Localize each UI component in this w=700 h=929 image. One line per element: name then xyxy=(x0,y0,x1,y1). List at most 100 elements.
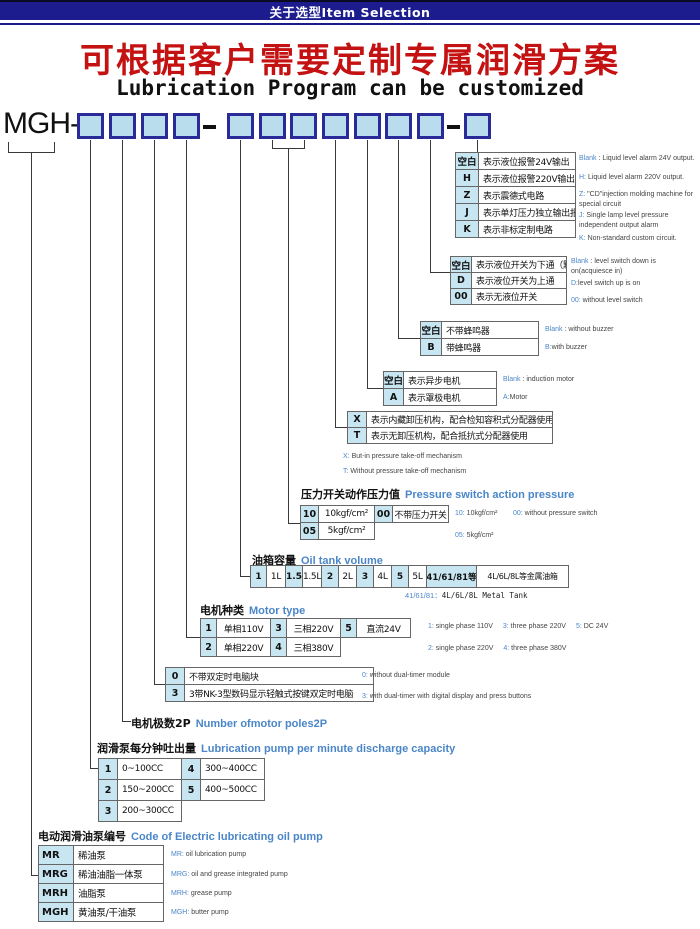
connector-line xyxy=(335,427,348,428)
desc-cell: 三相380V xyxy=(286,637,341,657)
connector-line xyxy=(154,684,166,685)
model-code-box xyxy=(173,113,200,139)
connector-line xyxy=(31,875,39,876)
desc-cell: 表示震德式电路 xyxy=(478,186,576,204)
code-cell: H xyxy=(455,169,479,187)
connector-line xyxy=(367,388,384,389)
code-cell: 1 xyxy=(98,758,118,780)
code-cell: 41/61/81等 xyxy=(426,565,477,588)
desc-cell: 稀油油脂一体泵 xyxy=(73,864,164,884)
desc-cell: 3带NK-3型数码显示轻触式按键双定时电脑 xyxy=(184,684,374,702)
connector-line xyxy=(90,140,91,769)
page-title: 可根据客户需要定制专属润滑方案 xyxy=(80,41,620,81)
code-cell: 10 xyxy=(300,505,319,523)
alarm-note: Blank : Liquid level alarm 24V output. xyxy=(579,155,695,162)
code-cell: T xyxy=(347,427,367,444)
code-cell: MRG xyxy=(38,864,74,884)
desc-cell: 单相110V xyxy=(216,618,271,638)
level-switch-note: Blank : level switch down is on(acquiesc… xyxy=(571,258,656,276)
pump-section-title: 电动润滑油泵编号 Code of Electric lubricating oil… xyxy=(38,828,323,844)
mgh-bracket xyxy=(8,152,55,153)
motor-type-title-en: Motor type xyxy=(249,605,306,617)
timer-table: 0 不带双定时电脑块 3 3带NK-3型数码显示轻触式按键双定时电脑 xyxy=(165,667,374,702)
code-cell: 1 xyxy=(250,565,267,588)
alarm-note: H: Liquid level alarm 220V output. xyxy=(579,174,685,181)
discharge-title-zh: 润滑泵每分钟吐出量 xyxy=(97,742,196,755)
code-cell: 2 xyxy=(200,637,217,657)
code-cell: 5 xyxy=(340,618,357,638)
connector-line xyxy=(335,140,336,428)
connector-line xyxy=(477,140,478,153)
code-cell: 00 xyxy=(374,505,393,523)
code-cell: 5 xyxy=(391,565,409,588)
timer-note: 3: with dual-timer with digital display … xyxy=(362,693,532,700)
motor-type-note: 2: single phase 220V 4: three phase 380V xyxy=(428,645,567,652)
code-cell: X xyxy=(347,411,367,428)
connector-line xyxy=(240,140,241,577)
model-code-box xyxy=(417,113,444,139)
model-prefix: MGH- xyxy=(3,107,80,140)
pressure-table: 10 10kgf/cm² 00 不带压力开关 05 5kgf/cm² xyxy=(300,505,449,540)
desc-cell: 表示非标定制电路 xyxy=(478,220,576,238)
connector-line xyxy=(90,768,99,769)
code-cell: 00 xyxy=(450,288,472,305)
connector-line xyxy=(154,140,155,685)
connector-line xyxy=(430,140,431,273)
relief-table: X 表示内藏卸压机构，配合检知容积式分配器使用 T 表示无卸压机构，配合抵抗式分配器… xyxy=(347,411,553,444)
code-cell: 空白 xyxy=(383,371,404,389)
tank-title-en: Oil tank volume xyxy=(301,555,383,567)
desc-cell: 150~200CC xyxy=(117,779,182,801)
motor-type-table: 1 单相110V 3 三相220V 5 直流24V 2 单相220V 4 三相3… xyxy=(200,618,411,657)
mgh-bracket xyxy=(8,142,9,153)
alarm-note: Z: "CD"injection molding machine for spe… xyxy=(579,191,693,209)
relief-note: X: But-in pressure take-off mechanism xyxy=(343,453,462,460)
connector-line xyxy=(430,272,451,273)
top-border xyxy=(0,0,700,2)
pump-title-en: Code of Electric lubricating oil pump xyxy=(131,831,323,843)
connector-line xyxy=(398,338,421,339)
pressure-title-zh: 压力开关动作压力值 xyxy=(301,488,400,501)
desc-cell: 1.5L xyxy=(302,565,322,588)
desc-cell: 表示罩极电机 xyxy=(403,388,497,406)
pump-code-table: MR 稀油泵 MRG 稀油油脂一体泵 MRH 油脂泵 MGH 黄油泵/干油泵 xyxy=(38,845,164,922)
discharge-section-title: 润滑泵每分钟吐出量 Lubrication pump per minute dis… xyxy=(97,740,455,756)
discharge-title-en: Lubrication pump per minute discharge ca… xyxy=(201,743,456,755)
timer-note: 0: without dual-timer module xyxy=(362,672,450,679)
desc-cell: 表示单灯压力独立输出报警 xyxy=(478,203,576,221)
motor-kind-table: 空白 表示异步电机 A 表示罩极电机 xyxy=(383,371,497,406)
desc-cell: 稀油泵 xyxy=(73,845,164,865)
connector-line xyxy=(367,140,368,389)
desc-cell: 表示液位开关为上通 xyxy=(471,272,567,289)
code-cell: 空白 xyxy=(420,321,442,339)
model-code-box xyxy=(141,113,168,139)
connector-line xyxy=(122,140,123,722)
desc-cell: 表示液位报警24V输出 xyxy=(478,152,576,170)
model-code-box xyxy=(290,113,317,139)
desc-cell: 不带蜂鸣器 xyxy=(441,321,539,339)
header-underline xyxy=(0,23,700,25)
connector-line xyxy=(186,140,187,638)
poles-label: 电机极数2P Number ofmotor poles2P xyxy=(131,715,327,731)
tank-table: 1 1L 1.5 1.5L 2 2L 3 4L 5 5L 41/61/81等 4… xyxy=(250,565,569,588)
desc-cell: 4L xyxy=(373,565,392,588)
desc-cell: 单相220V xyxy=(216,637,271,657)
code-cell: D xyxy=(450,272,472,289)
code-cell: MRH xyxy=(38,883,74,903)
connector-line xyxy=(288,523,301,524)
pump-note: MRG: oil and grease integrated pump xyxy=(171,871,288,878)
poles-label-zh: 电机极数2P xyxy=(131,717,191,730)
buzzer-note: Blank : without buzzer xyxy=(545,326,614,333)
model-code-box xyxy=(109,113,136,139)
motor-type-section-title: 电机种类 Motor type xyxy=(200,602,305,618)
model-code-box xyxy=(227,113,254,139)
model-code-box xyxy=(77,113,104,139)
desc-cell: 黄油泵/干油泵 xyxy=(73,902,164,922)
desc-cell: 表示内藏卸压机构，配合检知容积式分配器使用 xyxy=(366,411,553,428)
desc-cell: 1L xyxy=(266,565,286,588)
desc-cell: 2L xyxy=(338,565,357,588)
code-cell: 3 xyxy=(270,618,287,638)
alarm-note: K: Non-standard custom circuit. xyxy=(579,235,677,242)
pressure-title-en: Pressure switch action pressure xyxy=(405,489,575,501)
code-cell: 空白 xyxy=(455,152,479,170)
